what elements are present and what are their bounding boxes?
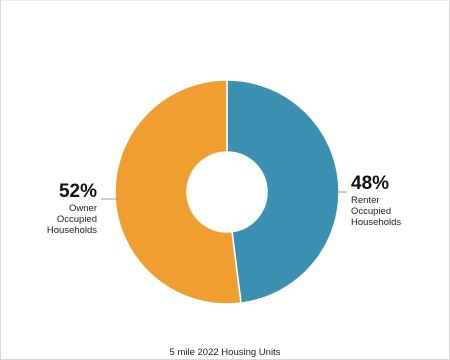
renter-label-line-3: Households bbox=[351, 217, 401, 228]
owner-percent-label: 52% bbox=[59, 181, 97, 202]
slice-renter-occupied-households bbox=[226, 79, 340, 304]
renter-label-line-1: Renter bbox=[351, 195, 380, 206]
renter-percent-label: 48% bbox=[351, 173, 389, 194]
owner-label-line-3: Households bbox=[47, 225, 97, 236]
owner-label-line-1: Owner bbox=[69, 203, 97, 214]
renter-label-line-2: Occupied bbox=[351, 206, 391, 217]
slice-owner-occupied-households bbox=[114, 79, 242, 305]
owner-label-line-2: Occupied bbox=[57, 214, 97, 225]
chart-caption: 5 mile 2022 Housing Units bbox=[170, 347, 281, 358]
renter-label-group: 48% Renter Occupied Households bbox=[351, 173, 401, 228]
donut-slices bbox=[114, 79, 340, 305]
owner-label-group: 52% Owner Occupied Households bbox=[47, 181, 97, 236]
